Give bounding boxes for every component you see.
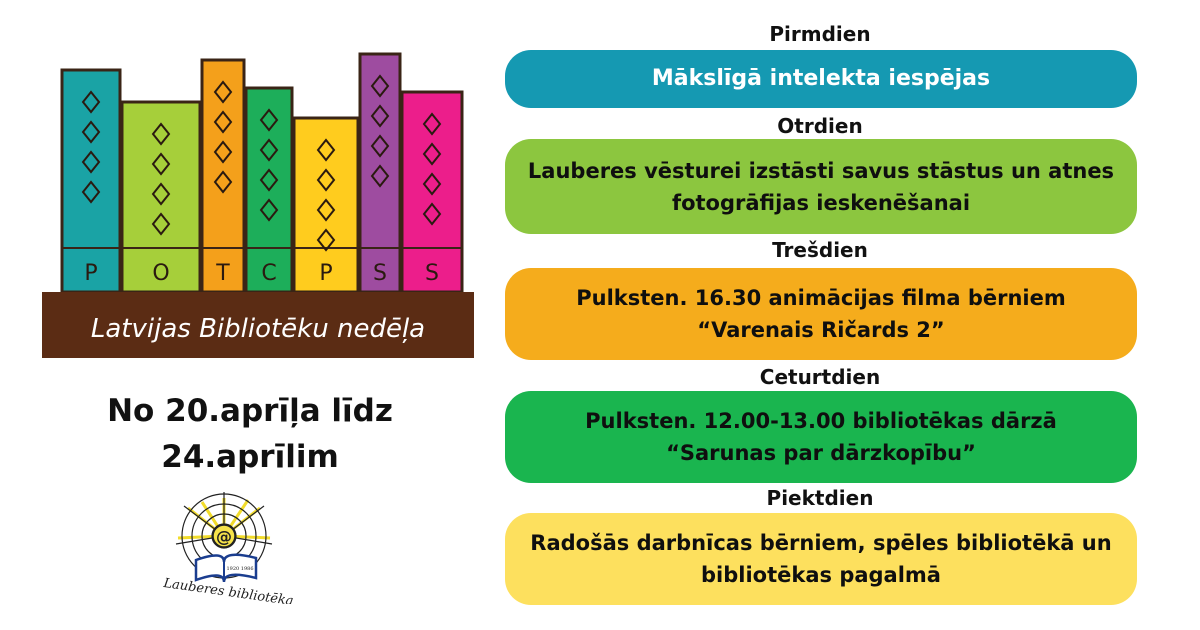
- day-label-trešdien: Trešdien: [772, 238, 868, 262]
- event-text: Radošās darbnīcas bērniem, spēles biblio…: [530, 531, 1112, 587]
- event-text: Pulksten. 16.30 animācijas filma bērniem…: [576, 286, 1066, 342]
- library-week-logo: P O T C P S S Latvijas Bibliotēku nedēļa: [42, 52, 474, 358]
- book-ornament: [259, 108, 279, 222]
- event-text: Lauberes vēsturei izstāsti savus stāstus…: [527, 158, 1115, 215]
- day-label-otrdien: Otrdien: [777, 114, 863, 138]
- event-pill-trešdien: Pulksten. 16.30 animācijas filma bērniem…: [505, 268, 1137, 360]
- library-logo-caption: Lauberes bibliotēka: [162, 576, 294, 604]
- book-ornament: [422, 112, 442, 226]
- book-letter: C: [261, 261, 276, 286]
- day-label-piektdien: Piektdien: [766, 486, 874, 510]
- book-letter: P: [319, 261, 332, 286]
- event-pill-piektdien: Radošās darbnīcas bērniem, spēles biblio…: [505, 513, 1137, 605]
- book-text: 1920 1986: [226, 566, 253, 572]
- event-pill-otrdien: Lauberes vēsturei izstāsti savus stāstus…: [505, 139, 1137, 234]
- book-letter: S: [425, 261, 439, 286]
- logo-caption: Latvijas Bibliotēku nedēļa: [91, 314, 425, 344]
- date-range-line-1: No 20.aprīļa līdz: [107, 393, 393, 429]
- shelf: [42, 292, 474, 358]
- book-ornament: [81, 90, 101, 204]
- at-symbol: @: [216, 527, 232, 546]
- at-badge: [212, 524, 236, 548]
- event-text: Mākslīgā intelekta iespējas: [651, 66, 991, 91]
- book-letter: S: [373, 261, 387, 286]
- date-range-line-2: 24.aprīlim: [161, 439, 339, 475]
- book-letter: P: [84, 261, 97, 286]
- book-ornament: [151, 122, 171, 236]
- book-spine-6: [358, 52, 402, 294]
- book-ornament: [370, 74, 390, 188]
- book-letter: T: [215, 261, 230, 286]
- event-pill-pirmdien: Mākslīgā intelekta iespējas: [505, 50, 1137, 108]
- book-spine-3: [200, 58, 246, 294]
- book-letter: O: [152, 261, 169, 286]
- open-book-icon: [194, 553, 258, 583]
- event-text: Pulksten. 12.00-13.00 bibliotēkas dārzā …: [585, 409, 1057, 465]
- event-pill-ceturtdien: Pulksten. 12.00-13.00 bibliotēkas dārzā …: [505, 391, 1137, 483]
- day-label-pirmdien: Pirmdien: [769, 22, 871, 46]
- book-spine-2: [120, 100, 202, 294]
- day-label-ceturtdien: Ceturtdien: [759, 365, 881, 389]
- book-ornament: [213, 80, 233, 194]
- book-spine-7: [400, 90, 464, 294]
- book-ornament: [316, 138, 336, 252]
- book-spine-5: [292, 116, 360, 294]
- date-range: No 20.aprīļa līdz 24.aprīlim: [60, 388, 440, 480]
- lauberes-library-logo: @ 1920 1986 Lauberes bibliotēka: [162, 492, 294, 604]
